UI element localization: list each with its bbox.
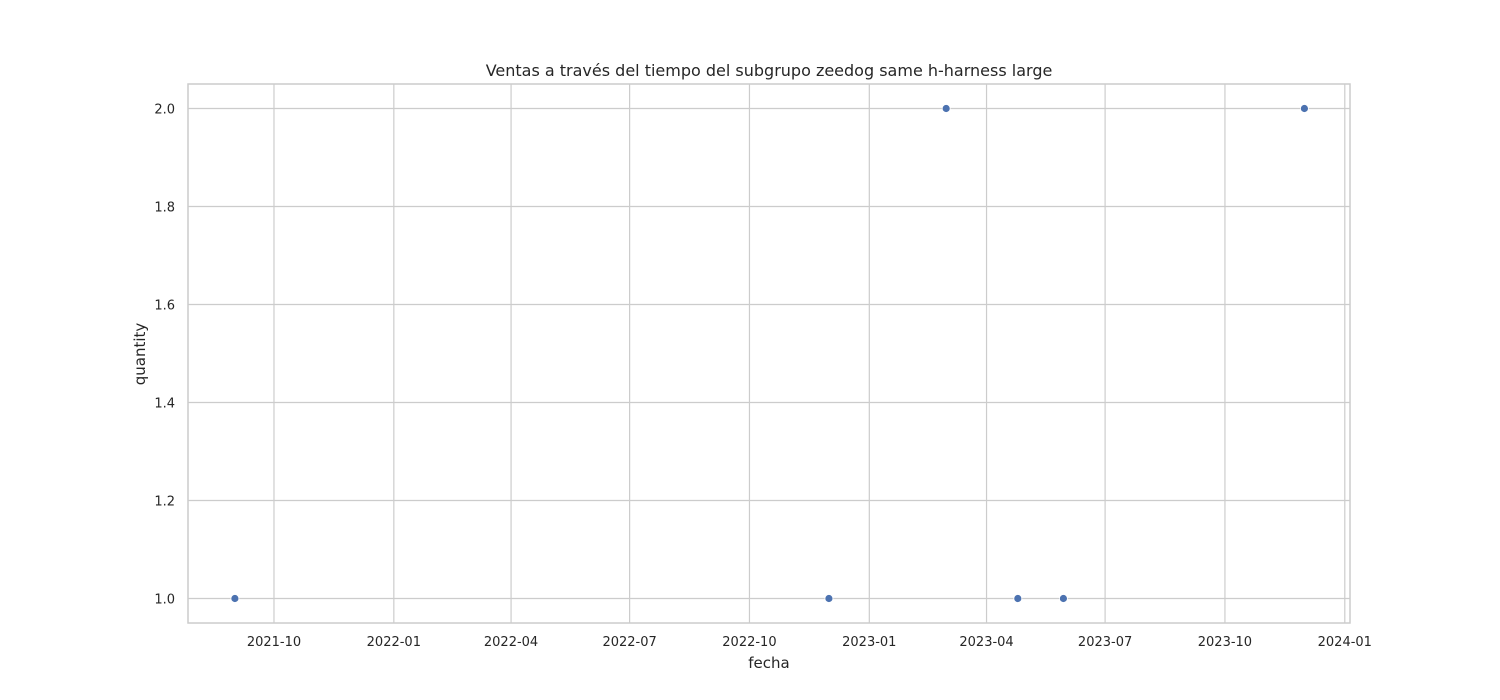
grid-layer [188,84,1350,623]
ticks-layer: 2021-10 2022-01 2022-04 2022-07 2022-10 2023-… [154,103,1372,651]
x-tick-label: 2021-10 [247,635,301,650]
x-tick-label: 2022-04 [484,635,538,650]
data-point [230,594,240,603]
data-point [941,104,951,113]
y-tick-label: 1.4 [154,397,175,412]
x-tick-label: 2023-01 [842,635,896,650]
x-tick-label: 2023-04 [959,635,1013,650]
x-tick-label: 2022-07 [602,635,656,650]
x-tick-label: 2022-01 [367,635,421,650]
x-tick-label: 2023-10 [1198,635,1252,650]
x-tick-label: 2022-10 [722,635,776,650]
plot-frame [187,83,1351,624]
data-point [824,594,834,603]
y-tick-label: 1.2 [154,495,175,510]
y-axis-label: quantity [131,323,149,386]
data-point [1059,594,1068,603]
y-tick-label: 1.0 [154,593,175,608]
points-layer [230,104,1309,603]
x-axis-label: fecha [748,654,789,672]
y-tick-label: 1.8 [154,201,175,216]
x-tick-label: 2023-07 [1078,635,1132,650]
data-point [1013,594,1023,603]
x-tick-label: 2024-01 [1318,635,1372,650]
chart-title: Ventas a través del tiempo del subgrupo … [486,61,1053,80]
y-tick-label: 2.0 [154,103,175,118]
data-point [1300,104,1309,113]
y-tick-label: 1.6 [154,299,175,314]
